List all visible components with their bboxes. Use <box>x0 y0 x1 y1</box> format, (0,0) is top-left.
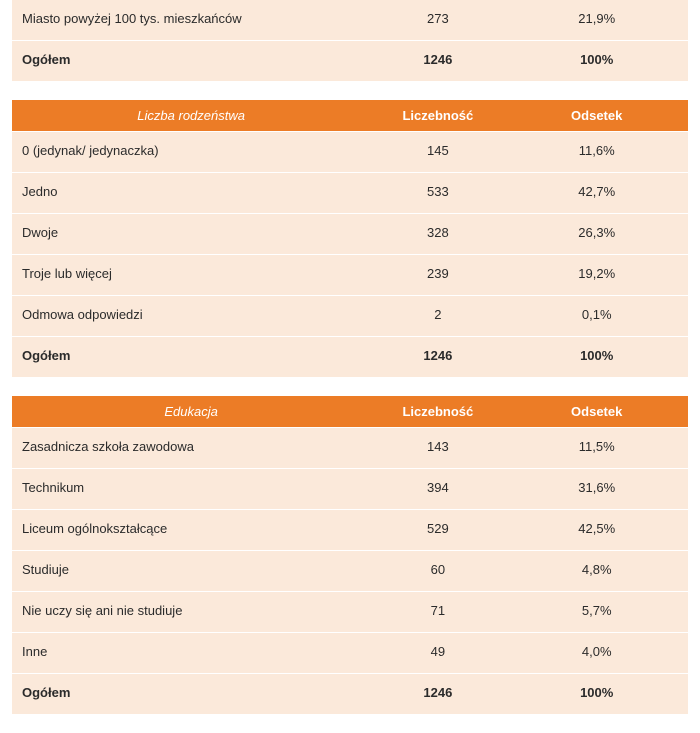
cell-count: 328 <box>370 214 505 254</box>
header-count: Liczebność <box>370 100 505 131</box>
table-row: Liceum ogólnokształcące 529 42,5% <box>12 510 688 551</box>
cell-label: 0 (jedynak/ jedynaczka) <box>12 132 370 172</box>
cell-pct: 42,5% <box>505 510 688 550</box>
cell-pct: 26,3% <box>505 214 688 254</box>
table-row: Nie uczy się ani nie studiuje 71 5,7% <box>12 592 688 633</box>
cell-pct: 0,1% <box>505 296 688 336</box>
table-row-total: Ogółem 1246 100% <box>12 41 688 82</box>
cell-count: 533 <box>370 173 505 213</box>
cell-label: Troje lub więcej <box>12 255 370 295</box>
cell-count: 60 <box>370 551 505 591</box>
table-education: Edukacja Liczebność Odsetek Zasadnicza s… <box>12 396 688 715</box>
table-row-total: Ogółem 1246 100% <box>12 674 688 715</box>
cell-count: 273 <box>370 0 505 40</box>
cell-pct: 11,6% <box>505 132 688 172</box>
cell-label: Miasto powyżej 100 tys. mieszkańców <box>12 0 370 40</box>
table-siblings: Liczba rodzeństwa Liczebność Odsetek 0 (… <box>12 100 688 378</box>
cell-pct: 100% <box>505 41 688 81</box>
table-row: 0 (jedynak/ jedynaczka) 145 11,6% <box>12 132 688 173</box>
cell-label: Jedno <box>12 173 370 213</box>
cell-pct: 21,9% <box>505 0 688 40</box>
cell-label: Studiuje <box>12 551 370 591</box>
cell-pct: 11,5% <box>505 428 688 468</box>
cell-label: Ogółem <box>12 674 370 714</box>
cell-count: 71 <box>370 592 505 632</box>
header-category: Edukacja <box>12 396 370 427</box>
table-fragment-city: Miasto powyżej 100 tys. mieszkańców 273 … <box>12 0 688 82</box>
table-row: Technikum 394 31,6% <box>12 469 688 510</box>
table-row: Dwoje 328 26,3% <box>12 214 688 255</box>
table-row: Studiuje 60 4,8% <box>12 551 688 592</box>
header-count: Liczebność <box>370 396 505 427</box>
cell-label: Ogółem <box>12 337 370 377</box>
cell-count: 49 <box>370 633 505 673</box>
cell-label: Zasadnicza szkoła zawodowa <box>12 428 370 468</box>
cell-label: Ogółem <box>12 41 370 81</box>
cell-pct: 31,6% <box>505 469 688 509</box>
cell-label: Liceum ogólnokształcące <box>12 510 370 550</box>
table-header: Liczba rodzeństwa Liczebność Odsetek <box>12 100 688 132</box>
table-header: Edukacja Liczebność Odsetek <box>12 396 688 428</box>
cell-label: Technikum <box>12 469 370 509</box>
cell-label: Inne <box>12 633 370 673</box>
cell-pct: 100% <box>505 337 688 377</box>
table-row: Zasadnicza szkoła zawodowa 143 11,5% <box>12 428 688 469</box>
table-row: Troje lub więcej 239 19,2% <box>12 255 688 296</box>
cell-count: 145 <box>370 132 505 172</box>
table-row: Jedno 533 42,7% <box>12 173 688 214</box>
cell-count: 394 <box>370 469 505 509</box>
cell-pct: 5,7% <box>505 592 688 632</box>
cell-count: 529 <box>370 510 505 550</box>
table-row-total: Ogółem 1246 100% <box>12 337 688 378</box>
table-row: Miasto powyżej 100 tys. mieszkańców 273 … <box>12 0 688 41</box>
table-row: Inne 49 4,0% <box>12 633 688 674</box>
cell-pct: 19,2% <box>505 255 688 295</box>
cell-pct: 42,7% <box>505 173 688 213</box>
cell-count: 239 <box>370 255 505 295</box>
cell-label: Nie uczy się ani nie studiuje <box>12 592 370 632</box>
cell-pct: 4,8% <box>505 551 688 591</box>
cell-count: 1246 <box>370 674 505 714</box>
cell-label: Odmowa odpowiedzi <box>12 296 370 336</box>
cell-count: 2 <box>370 296 505 336</box>
cell-count: 143 <box>370 428 505 468</box>
cell-count: 1246 <box>370 41 505 81</box>
header-pct: Odsetek <box>505 396 688 427</box>
header-pct: Odsetek <box>505 100 688 131</box>
cell-count: 1246 <box>370 337 505 377</box>
cell-pct: 4,0% <box>505 633 688 673</box>
cell-label: Dwoje <box>12 214 370 254</box>
cell-pct: 100% <box>505 674 688 714</box>
header-category: Liczba rodzeństwa <box>12 100 370 131</box>
table-row: Odmowa odpowiedzi 2 0,1% <box>12 296 688 337</box>
